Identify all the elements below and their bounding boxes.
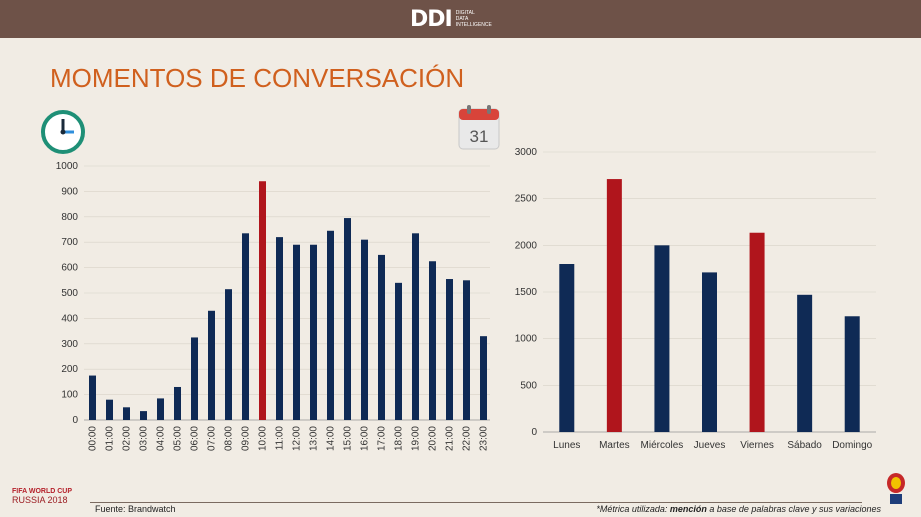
x-tick-label: 17:00 [377, 426, 388, 451]
bar-Viernes [749, 232, 765, 432]
bar-00:00 [89, 375, 96, 420]
logo-subtitle: DIGITAL DATA INTELLIGENCE [455, 10, 492, 28]
bar-19:00 [412, 233, 419, 420]
bar-17:00 [378, 254, 385, 420]
x-tick-label: 08:00 [224, 426, 235, 451]
calendar-icon: 31 [458, 105, 500, 150]
x-tick-label: 05:00 [173, 426, 184, 451]
bar-07:00 [208, 310, 215, 420]
x-tick-label: 06:00 [190, 426, 201, 451]
bar-13:00 [310, 244, 317, 420]
bar-Martes [606, 179, 622, 432]
x-tick-label: Jueves [694, 440, 726, 451]
x-tick-label: 23:00 [479, 426, 490, 451]
x-tick-label: 10:00 [258, 426, 269, 451]
bar-11:00 [276, 237, 283, 420]
y-tick-label: 200 [61, 364, 78, 375]
x-tick-label: 21:00 [445, 426, 456, 451]
x-tick-label: 00:00 [88, 426, 99, 451]
bar-14:00 [327, 230, 334, 420]
x-tick-label: Lunes [553, 440, 580, 451]
weekday-chart: 0 500 1000 1500 2000 2500 3000 Lunes Martes Miérc… [515, 147, 876, 451]
bar-08:00 [225, 289, 232, 420]
bar-Miércoles [654, 245, 670, 432]
bar-Jueves [702, 272, 717, 432]
bar-23:00 [480, 336, 487, 420]
bar-01:00 [106, 399, 113, 420]
bar-Lunes [559, 264, 575, 432]
trophy-icon [887, 473, 905, 504]
y-tick-label: 0 [72, 415, 78, 426]
x-tick-label: 03:00 [139, 426, 150, 451]
x-tick-label: 01:00 [105, 426, 116, 451]
x-tick-label: 20:00 [428, 426, 439, 451]
y-tick-label: 500 [61, 288, 78, 299]
y-tick-label: 400 [61, 313, 78, 324]
bar-21:00 [446, 279, 453, 420]
x-tick-label: 15:00 [343, 426, 354, 451]
y-tick-label: 2000 [515, 240, 538, 251]
x-tick-label: 18:00 [394, 426, 405, 451]
x-tick-label: Domingo [832, 440, 872, 451]
page-title: MOMENTOS DE CONVERSACIÓN [50, 63, 465, 93]
clock-icon [41, 110, 85, 154]
x-tick-label: 19:00 [411, 426, 422, 451]
x-tick-label: 04:00 [156, 426, 167, 451]
y-tick-label: 3000 [515, 147, 538, 158]
ddi-logo: DDI DIGITAL DATA INTELLIGENCE [410, 6, 492, 32]
y-tick-label: 600 [61, 263, 78, 274]
x-tick-label: Sábado [787, 440, 822, 451]
x-tick-label: 16:00 [360, 426, 371, 451]
x-tick-label: 22:00 [462, 426, 473, 451]
footer-divider [90, 502, 862, 503]
bar-12:00 [293, 244, 300, 420]
metric-note: *Métrica utilizada: mención a base de pa… [596, 504, 881, 514]
x-tick-label: 07:00 [207, 426, 218, 451]
x-tick-label: 09:00 [241, 426, 252, 451]
x-tick-label: 14:00 [326, 426, 337, 451]
bar-05:00 [174, 386, 181, 420]
y-tick-label: 100 [61, 390, 78, 401]
bar-18:00 [395, 282, 402, 420]
bar-09:00 [242, 233, 249, 420]
y-tick-label: 900 [61, 186, 78, 197]
bar-02:00 [123, 407, 130, 420]
bar-06:00 [191, 337, 198, 420]
x-tick-label: Viernes [740, 440, 774, 451]
bar-16:00 [361, 239, 368, 420]
bar-03:00 [140, 411, 147, 420]
bar-Sábado [797, 294, 813, 432]
y-tick-label: 800 [61, 212, 78, 223]
bar-22:00 [463, 280, 470, 420]
x-tick-label: 13:00 [309, 426, 320, 451]
y-tick-label: 1000 [56, 161, 79, 172]
y-tick-label: 700 [61, 237, 78, 248]
fifa-logo: FIFA WORLD CUP RUSSIA 2018 [12, 488, 73, 505]
y-tick-label: 2500 [515, 194, 538, 205]
y-tick-label: 1000 [515, 334, 538, 345]
y-tick-label: 1500 [515, 287, 538, 298]
bar-04:00 [157, 398, 164, 420]
logo-mark: DDI [410, 6, 453, 32]
y-tick-label: 300 [61, 339, 78, 350]
y-tick-label: 0 [531, 427, 537, 438]
bar-Domingo [844, 316, 860, 432]
x-tick-label: 11:00 [275, 426, 286, 451]
bar-15:00 [344, 218, 351, 420]
source-note: Fuente: Brandwatch [95, 504, 176, 514]
x-tick-label: 02:00 [122, 426, 133, 451]
calendar-day: 31 [470, 127, 489, 146]
top-bar: DDI DIGITAL DATA INTELLIGENCE [0, 0, 921, 38]
hourly-chart: 0 100 200 300 400 500 600 700 800 900 1000 00:00 01:… [56, 161, 490, 451]
bar-20:00 [429, 261, 436, 420]
x-tick-label: Miércoles [641, 440, 684, 451]
y-tick-label: 500 [520, 380, 537, 391]
bar-10:00 [259, 181, 266, 420]
x-tick-label: Martes [599, 440, 630, 451]
x-tick-label: 12:00 [292, 426, 303, 451]
